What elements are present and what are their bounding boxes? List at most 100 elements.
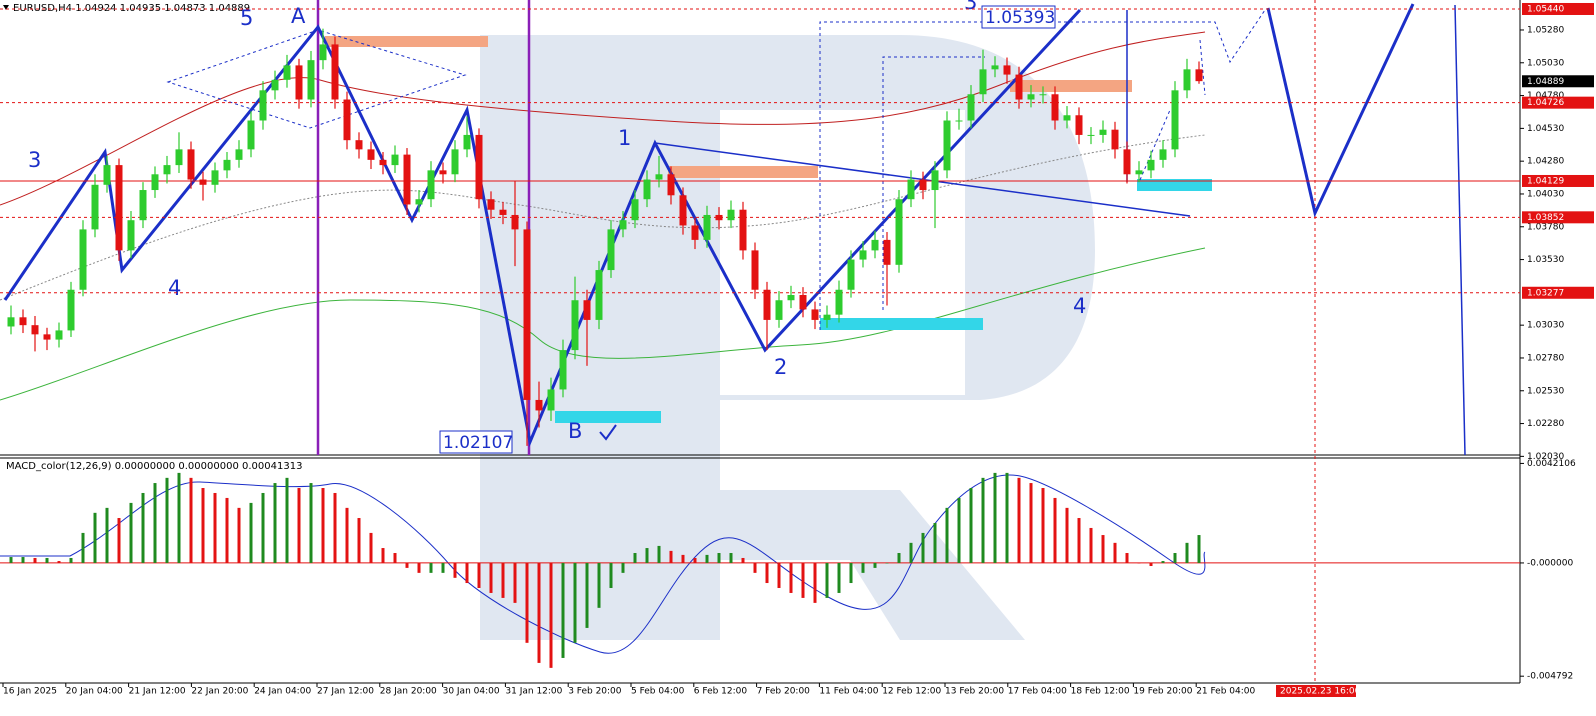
x-tick-label: 12 Feb 12:00 [882, 687, 941, 697]
x-tick-label: 30 Jan 04:00 [443, 687, 500, 697]
macd-bar [957, 497, 961, 563]
candle-body [1075, 115, 1083, 135]
candle-body [535, 399, 543, 411]
candle-body [823, 314, 831, 320]
candle-body [1099, 129, 1107, 135]
macd-bar [849, 562, 853, 584]
macd-bar [1137, 562, 1141, 564]
macd-bar [405, 562, 409, 568]
level-label-box [1522, 96, 1594, 109]
level-label: 1.04129 [1527, 176, 1564, 186]
candle-body [595, 270, 603, 320]
candle-body [1159, 149, 1167, 160]
macd-bar [657, 545, 661, 563]
candle-body [199, 179, 207, 185]
macd-bar [729, 553, 733, 563]
x-tick-label: 19 Feb 20:00 [1133, 687, 1192, 697]
candle-body [31, 325, 39, 335]
macd-bar [489, 562, 493, 593]
candle-body [1147, 159, 1155, 171]
candle-body [763, 289, 771, 320]
x-tick-label: 7 Feb 20:00 [757, 687, 811, 697]
x-tick-label: 24 Jan 04:00 [254, 687, 311, 697]
macd-bar [81, 532, 85, 563]
candle-body [7, 317, 15, 327]
level-label-box [1522, 2, 1594, 15]
macd-bar [933, 522, 937, 563]
time-marker-box [1276, 685, 1356, 697]
x-tick-label: 20 Jan 04:00 [66, 687, 123, 697]
macd-bar [921, 532, 925, 563]
x-tick-label: 22 Jan 20:00 [191, 687, 248, 697]
macd-bar [465, 562, 469, 584]
price-box [981, 5, 1056, 29]
candle-body [955, 120, 963, 122]
y-tick-label: -0.000000 [1527, 558, 1573, 568]
wave-label: 2 [774, 355, 787, 379]
candle-body [463, 134, 471, 150]
x-tick-label: 18 Feb 12:00 [1071, 687, 1130, 697]
level-label-box [1522, 174, 1594, 187]
y-tick-label: 0.0042106 [1527, 459, 1576, 469]
resistance-zone [1010, 80, 1132, 92]
candle-body [367, 149, 375, 160]
macd-bar [585, 562, 589, 628]
x-tick-label: 11 Feb 04:00 [819, 687, 878, 697]
macd-bar [417, 562, 421, 573]
macd-bar [861, 562, 865, 573]
candle-body [1039, 94, 1047, 96]
candle-body [295, 65, 303, 100]
support-zone [1137, 179, 1212, 191]
candle-body [619, 220, 627, 230]
candle-body [691, 225, 699, 240]
macd-bar [381, 548, 385, 563]
support-zone [555, 411, 661, 423]
candle-body [451, 149, 459, 175]
macd-bar [1161, 561, 1165, 563]
resistance-zone [325, 36, 488, 47]
macd-bar [597, 562, 601, 608]
candle-body [715, 214, 723, 221]
candle-body [1123, 149, 1131, 175]
macd-bar [309, 483, 313, 563]
check-mark [599, 424, 617, 441]
candle-body [739, 209, 747, 251]
candle-body [607, 229, 615, 271]
candle-body [859, 250, 867, 260]
y-tick-label: 1.03530 [1527, 255, 1564, 265]
moving-average [0, 31, 1206, 206]
projection-lines [819, 9, 1266, 330]
candle-body [883, 239, 891, 265]
macd-bar [1005, 472, 1009, 563]
candle-body [1015, 74, 1023, 100]
macd-bar [189, 477, 193, 563]
macd-bar [1017, 477, 1021, 563]
macd-bar [717, 553, 721, 563]
macd-bar [453, 562, 457, 578]
candle-body [103, 165, 111, 185]
candle-body [127, 220, 135, 251]
candle-body [187, 149, 195, 180]
wave-label: 1 [618, 126, 631, 150]
resistance-zone [668, 166, 818, 178]
candle-body [439, 170, 447, 175]
y-tick-label: 1.04280 [1527, 157, 1564, 167]
macd-bar [69, 557, 73, 563]
y-tick-label: 1.02030 [1527, 452, 1564, 462]
wave-line [1266, 3, 1415, 218]
macd-bar [1197, 535, 1201, 563]
x-tick-label: 6 Feb 12:00 [694, 687, 748, 697]
y-tick-label: 1.02530 [1527, 386, 1564, 396]
candle-body [487, 199, 495, 210]
macd-bar [45, 557, 49, 563]
candle-body [43, 334, 51, 340]
candle-body [151, 174, 159, 191]
candle-body [523, 229, 531, 400]
candle-body [1171, 90, 1179, 150]
macd-bar [501, 562, 505, 598]
macd-bar [873, 562, 877, 568]
candle-body [271, 79, 279, 91]
macd-bar [669, 550, 673, 563]
macd-bar [177, 472, 181, 563]
macd-bar [561, 562, 565, 658]
